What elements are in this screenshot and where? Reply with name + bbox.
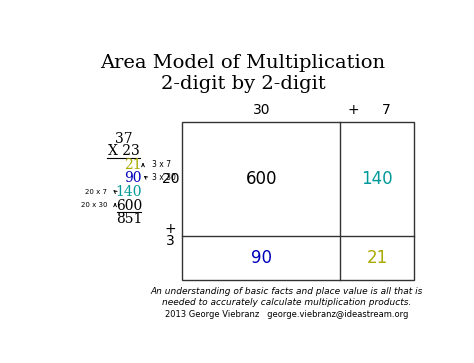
Text: 2013 George Viebranz   george.viebranz@ideastream.org: 2013 George Viebranz george.viebranz@ide… [165,310,409,319]
Text: 21: 21 [366,249,388,267]
Text: 30: 30 [253,103,270,117]
Text: 3 x 30: 3 x 30 [152,173,176,182]
Text: 140: 140 [361,170,393,188]
Text: +: + [347,103,359,117]
Bar [182,122,414,280]
Text: 90: 90 [124,171,141,185]
Text: 851: 851 [116,212,142,226]
Text: 600: 600 [246,170,277,188]
Text: 37: 37 [115,132,132,146]
Text: 600: 600 [116,199,142,213]
Text: 20 x 30: 20 x 30 [82,202,108,208]
Text: An understanding of basic facts and place value is all that is: An understanding of basic facts and plac… [151,287,423,296]
Text: 21: 21 [124,158,142,172]
Text: 140: 140 [116,185,142,199]
Text: 90: 90 [251,249,272,267]
Text: +: + [165,221,176,236]
Text: 2-digit by 2-digit: 2-digit by 2-digit [161,75,325,93]
Text: 7: 7 [382,103,391,117]
Text: 20: 20 [162,172,179,186]
Text: 3 x 7: 3 x 7 [152,160,171,169]
Text: 3: 3 [166,234,175,248]
Text: X 23: X 23 [108,144,139,158]
Text: Area Model of Multiplication: Area Model of Multiplication [100,54,385,72]
Text: needed to accurately calculate multiplication products.: needed to accurately calculate multiplic… [162,298,412,307]
Text: 20 x 7: 20 x 7 [85,189,107,195]
